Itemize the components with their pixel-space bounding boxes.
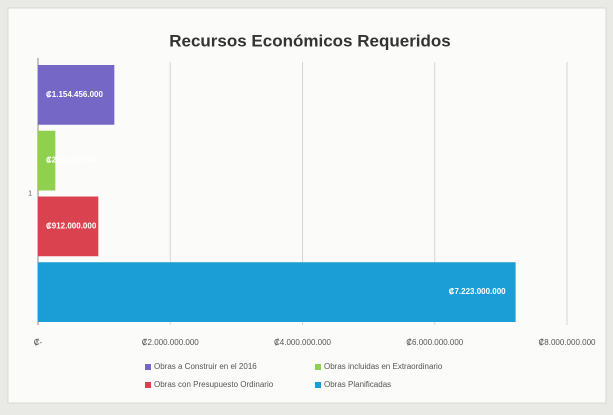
value-label: ₡912.000.000: [46, 221, 97, 230]
bar: [38, 262, 516, 322]
value-label: ₡1.154.456.000: [46, 90, 103, 99]
legend-swatch: [315, 364, 321, 370]
x-tick-label: ₡8.000.000.000: [539, 338, 596, 347]
x-tick-label: ₡6.000.000.000: [406, 338, 463, 347]
x-tick-label: ₡-: [34, 338, 43, 347]
value-label: ₡7.223.000.000: [449, 287, 506, 296]
bar: [38, 65, 115, 125]
x-tick-label: ₡2.000.000.000: [142, 338, 199, 347]
chart-title: Recursos Económicos Requeridos: [169, 31, 451, 50]
x-tick-label: ₡4.000.000.000: [274, 338, 331, 347]
legend-swatch: [145, 364, 151, 370]
bar: [38, 130, 56, 191]
legend-swatch: [315, 382, 321, 388]
legend-label: Obras a Construir en el 2016: [154, 362, 257, 371]
legend-label: Obras con Presupuesto Ordinario: [154, 380, 274, 389]
legend-label: Obras incluidas en Extraordinario: [324, 362, 443, 371]
value-label: ₡262.400.000: [46, 156, 97, 165]
y-tick-label: 1: [28, 190, 32, 197]
legend-swatch: [145, 382, 151, 388]
bar: [38, 196, 99, 257]
legend-label: Obras Planificadas: [324, 380, 391, 389]
